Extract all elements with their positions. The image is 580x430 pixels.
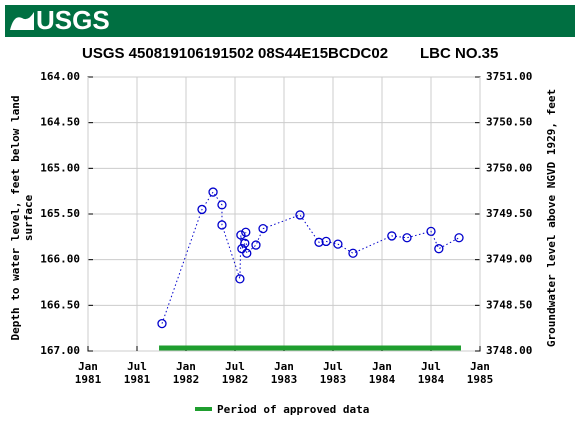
data-point — [217, 200, 227, 210]
x-tick-label: 1984 — [418, 373, 445, 386]
y2-tick-label: 3748.00 — [486, 344, 532, 357]
x-tick-label: 1982 — [173, 373, 200, 386]
header-bar — [5, 5, 575, 37]
y2-tick-label: 3749.50 — [486, 207, 532, 220]
data-point — [321, 236, 331, 247]
data-point — [348, 248, 358, 258]
x-tick-label: 1983 — [320, 373, 347, 386]
x-tick-label: Jan — [274, 360, 294, 373]
y2-tick-label: 3749.00 — [486, 253, 532, 266]
y2-tick-label: 3750.50 — [486, 116, 532, 129]
data-point — [235, 274, 245, 284]
data-point — [258, 223, 268, 234]
data-point — [387, 231, 397, 241]
data-point — [454, 233, 464, 243]
y2-tick-label: 3750.00 — [486, 161, 532, 174]
x-tick-label: 1984 — [369, 373, 396, 386]
data-point — [402, 233, 412, 243]
y-tick-label: 164.00 — [40, 70, 80, 83]
y-tick-label: 164.50 — [40, 116, 80, 129]
data-point — [237, 244, 247, 254]
x-tick-label: Jan — [78, 360, 98, 373]
y-axis-label: surface — [22, 194, 35, 241]
y-axis-label: Depth to water level, feet below land — [9, 95, 22, 340]
data-point — [426, 226, 436, 237]
y-tick-label: 166.00 — [40, 253, 80, 266]
data-point — [240, 238, 250, 248]
data-point — [241, 227, 251, 237]
data-point — [333, 239, 343, 249]
x-tick-label: 1982 — [222, 373, 249, 386]
x-tick-label: Jan — [470, 360, 490, 373]
x-tick-label: Jan — [176, 360, 196, 373]
data-point — [314, 237, 324, 247]
y2-axis-label: Groundwater level above NGVD 1929, feet — [545, 89, 558, 347]
y-tick-label: 165.00 — [40, 161, 80, 174]
x-tick-label: Jul — [421, 360, 441, 373]
logo-mark — [10, 12, 34, 30]
data-point — [251, 240, 261, 250]
y2-tick-label: 3751.00 — [486, 70, 532, 83]
x-tick-label: Jul — [127, 360, 147, 373]
series-line — [161, 191, 460, 324]
chart-title: USGS 450819106191502 08S44E15BCDC02 — [82, 45, 388, 62]
x-tick-label: Jul — [323, 360, 343, 373]
y-tick-label: 167.00 — [40, 344, 80, 357]
x-tick-label: 1981 — [124, 373, 151, 386]
y-tick-label: 165.50 — [40, 207, 80, 220]
data-point — [217, 220, 227, 230]
y-tick-label: 166.50 — [40, 298, 80, 311]
data-point — [208, 187, 218, 197]
y2-tick-label: 3748.50 — [486, 298, 532, 311]
chart-title-right: LBC NO.35 — [420, 45, 498, 62]
data-point — [295, 210, 305, 220]
x-tick-label: 1981 — [75, 373, 102, 386]
data-point — [236, 230, 246, 240]
data-point — [197, 204, 207, 215]
data-point — [242, 248, 252, 258]
x-tick-label: 1985 — [467, 373, 494, 386]
legend-label: Period of approved data — [217, 403, 369, 416]
x-tick-label: Jul — [225, 360, 245, 373]
data-point — [434, 244, 444, 254]
data-point — [157, 318, 167, 329]
x-tick-label: 1983 — [271, 373, 298, 386]
x-tick-label: Jan — [372, 360, 392, 373]
logo-text: USGS — [36, 5, 110, 35]
